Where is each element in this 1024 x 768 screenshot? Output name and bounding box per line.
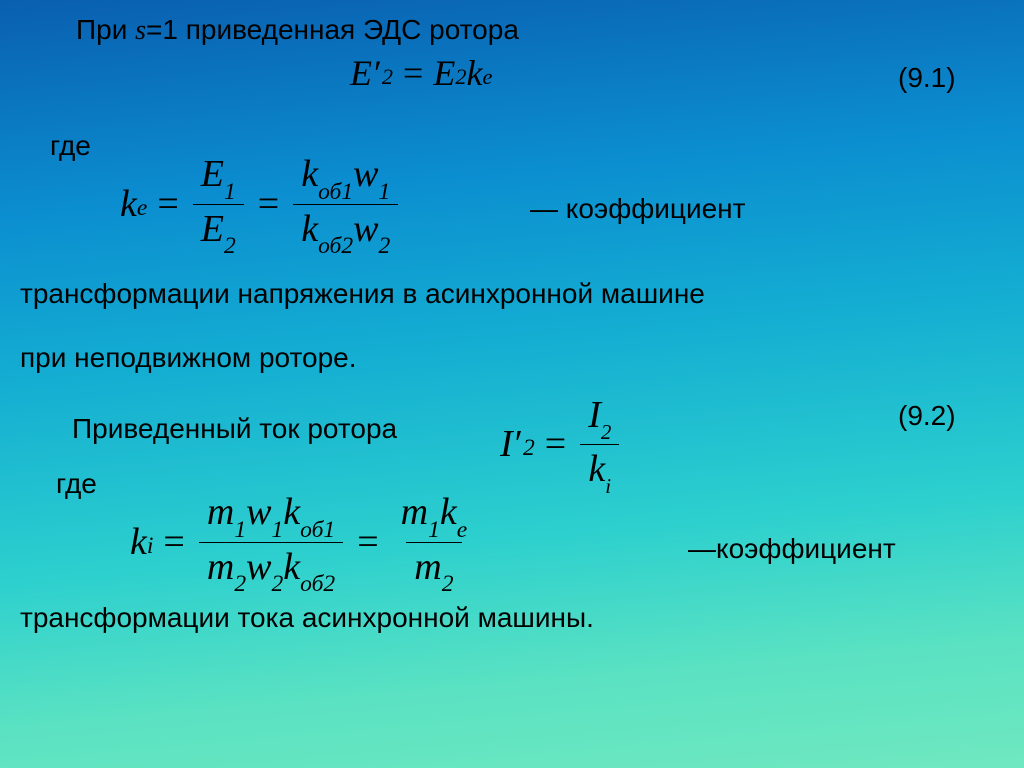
ke-kob2-sub: об2 [318,233,353,259]
transformation-current-line: трансформации тока асинхронной машины. [20,602,594,634]
eq1-rhs-k: k [467,52,483,94]
eq2-lhs-prime: ′ [513,422,523,466]
ki-k-sub: i [147,533,154,560]
coefficient-word-2: —коэффициент [688,533,896,565]
intro-line: При s=1 приведенная ЭДС ротора [76,14,519,47]
ke-E2-sub: 2 [224,233,236,259]
eq1-lhs-sym: E [350,52,372,94]
eq2-den: k [588,448,605,490]
ke-w2-sub: 2 [379,233,391,259]
ke-k-sub: e [137,195,147,222]
ki-m2: m [207,546,234,588]
eq2-frac: I2 ki [580,393,619,495]
equation-9-2: I′2 = I2 ki [500,393,623,495]
ki-m2-sub: 2 [234,571,246,597]
reduced-current-line: Приведенный ток ротора [72,413,397,445]
ke-kob1-sub: об1 [318,179,353,205]
ki-kob1: k [283,491,300,533]
equation-9-1: E′2 = E2ke [350,52,492,94]
eq1-rhs-E: E [433,52,455,94]
intro-pre: При [76,14,135,45]
eq1-rhs-E-sub: 2 [455,64,466,90]
ke-kob2: k [301,208,318,250]
eq1-lhs-sub: 2 [382,64,393,90]
ki-m1b: m [401,491,428,533]
equation-number-9-1: (9.1) [898,62,956,94]
ki-definition: ki = m1w1kоб1 m2w2kоб2 = m1ke m2 [130,490,479,594]
ki-frac1: m1w1kоб1 m2w2kоб2 [199,490,343,594]
transformation-voltage-line: трансформации напряжения в асинхронной м… [20,278,705,310]
slide: При s=1 приведенная ЭДС ротора E′2 = E2k… [0,0,1024,768]
ki-m1-sub: 1 [234,517,246,543]
ki-ke-sub: e [457,517,467,543]
eq2-num: I [588,394,601,436]
eq2-lhs-sym: I [500,422,513,466]
ke-w2: w [353,208,378,250]
ke-frac2: kоб1w1 kоб2w2 [293,152,398,256]
eq1-rhs-k-sub: e [482,64,492,90]
ki-w1: w [246,491,271,533]
ke-w1-sub: 1 [379,179,391,205]
ki-kob2: k [283,546,300,588]
ki-k: k [130,520,147,564]
ki-m2b-sub: 2 [442,571,454,597]
ki-m2b: m [414,546,441,588]
static-rotor-line: при неподвижном роторе. [20,342,357,374]
ke-k: k [120,182,137,226]
ke-E1: E [201,153,224,195]
ke-eq1: = [147,182,188,226]
eq2-den-sub: i [605,474,611,498]
ke-E1-sub: 1 [224,179,236,205]
ki-m1: m [207,491,234,533]
ki-kob1-sub: об1 [300,517,335,543]
ke-w1: w [353,153,378,195]
ki-m1b-sub: 1 [428,517,440,543]
ke-E2: E [201,208,224,250]
ki-frac2: m1ke m2 [393,490,476,594]
ke-frac1: E1 E2 [193,152,244,256]
equation-number-9-2: (9.2) [898,400,956,432]
eq2-equals: = [535,422,576,466]
where-label-1: где [50,130,91,162]
ki-kob2-sub: об2 [300,571,335,597]
eq1-lhs-prime: ′ [372,52,382,94]
ke-kob1: k [301,153,318,195]
ki-eq1: = [153,520,194,564]
ki-w2: w [246,546,271,588]
ke-definition: ke = E1 E2 = kоб1w1 kоб2w2 [120,152,402,256]
eq2-lhs-sub: 2 [523,435,535,462]
where-label-2: где [56,468,97,500]
ki-w2-sub: 2 [271,571,283,597]
intro-var: s [135,15,146,46]
eq2-num-sub: 2 [601,420,611,444]
ki-ke: k [440,491,457,533]
coefficient-word-1: — коэффициент [530,193,745,225]
ke-eq2: = [248,182,289,226]
ki-eq2: = [347,520,388,564]
ki-w1-sub: 1 [271,517,283,543]
intro-post: =1 приведенная ЭДС ротора [146,14,519,45]
eq1-equals: = [393,52,433,94]
